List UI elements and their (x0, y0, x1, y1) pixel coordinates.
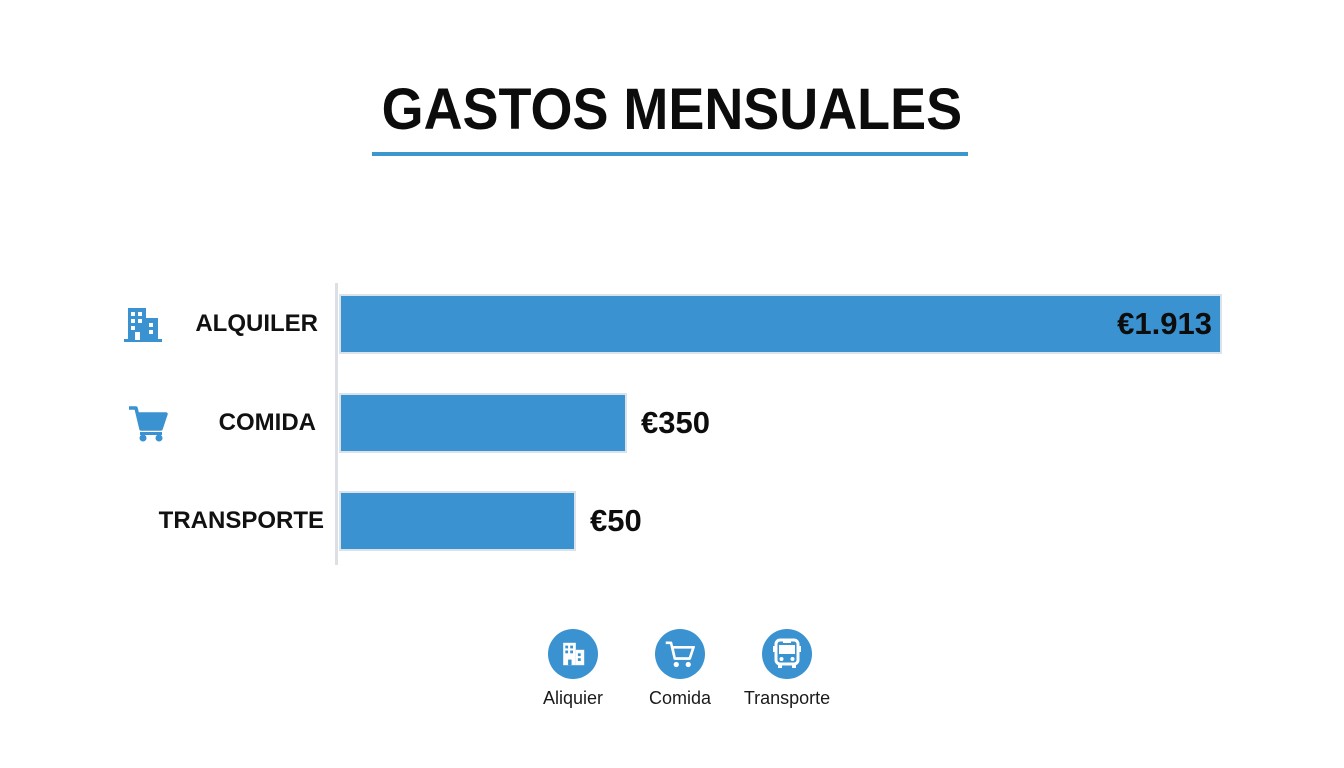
building-icon (120, 302, 164, 346)
chart-title: GASTOS MENSUALES (381, 77, 963, 142)
shopping-cart-icon (655, 629, 705, 679)
legend-label: Aliquier (542, 688, 604, 708)
bar-row-transporte: TRANSPORTE €50 (0, 491, 1344, 551)
bar-value-label: €1.913 (1117, 306, 1212, 341)
bar-comida[interactable] (339, 393, 627, 453)
legend-item-alquiler[interactable]: Aliquier (513, 629, 633, 709)
legend-item-transporte[interactable]: Transporte (727, 629, 847, 709)
title-underline (372, 152, 968, 156)
bar-label: TRANSPORTE (158, 507, 324, 534)
y-axis-line (335, 283, 338, 565)
bus-icon (762, 629, 812, 679)
bar-value-label: €50 (590, 503, 642, 538)
legend-item-comida[interactable]: Comida (620, 629, 740, 709)
legend-label: Transporte (743, 688, 831, 708)
bar-alquiler[interactable] (339, 294, 1222, 354)
bar-label: COMIDA (218, 409, 316, 436)
bar-transporte[interactable] (339, 491, 576, 551)
chart-legend: Aliquier Comida (0, 629, 1344, 719)
bar-row-alquiler: ALQUILER €1.913 (0, 294, 1344, 354)
legend-label: Comida (648, 688, 712, 708)
bar-value-label: €350 (641, 405, 710, 440)
bar-label: ALQUILER (195, 310, 318, 337)
bar-row-comida: COMIDA €350 (0, 393, 1344, 453)
shopping-cart-icon (126, 401, 170, 445)
building-icon (548, 629, 598, 679)
